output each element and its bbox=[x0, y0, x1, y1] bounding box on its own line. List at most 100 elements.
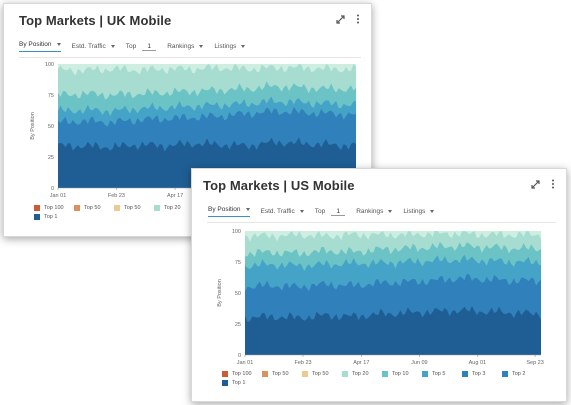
legend-swatch bbox=[302, 371, 308, 377]
top-input-group: Top 1 bbox=[314, 208, 346, 216]
by-position-label: By Position bbox=[19, 41, 52, 48]
legend-swatch bbox=[462, 371, 468, 377]
listings-label: Listings bbox=[403, 208, 426, 215]
y-tick-label: 0 bbox=[238, 353, 241, 359]
card-actions bbox=[335, 14, 363, 24]
legend-item[interactable]: Top 100 bbox=[222, 371, 262, 377]
legend-swatch bbox=[502, 371, 508, 377]
by-position-dropdown[interactable]: By Position bbox=[19, 41, 61, 52]
legend-swatch bbox=[114, 205, 120, 211]
legend-item[interactable]: Top 50 bbox=[114, 205, 154, 211]
listings-dropdown[interactable]: Listings bbox=[403, 208, 435, 215]
by-position-label: By Position bbox=[208, 206, 241, 213]
top-label: Top bbox=[125, 43, 137, 50]
legend-label: Top 5 bbox=[432, 371, 446, 377]
top-input[interactable]: 1 bbox=[331, 208, 346, 216]
top-input[interactable]: 1 bbox=[142, 43, 157, 51]
chevron-down-icon bbox=[388, 210, 393, 213]
legend-label: Top 2 bbox=[512, 371, 526, 377]
by-position-dropdown[interactable]: By Position bbox=[208, 206, 250, 217]
y-tick-label: 75 bbox=[235, 260, 241, 266]
legend-label: Top 10 bbox=[392, 371, 409, 377]
legend-swatch bbox=[34, 214, 40, 220]
legend-item[interactable]: Top 50 bbox=[302, 371, 342, 377]
listings-dropdown[interactable]: Listings bbox=[214, 43, 246, 50]
x-tick-label: Jan 01 bbox=[50, 193, 67, 199]
legend-item[interactable]: Top 50 bbox=[262, 371, 302, 377]
legend-label: Top 20 bbox=[352, 371, 369, 377]
legend-swatch bbox=[154, 205, 160, 211]
us-mobile-card: Top Markets | US Mobile By Position Estd… bbox=[191, 168, 567, 402]
rankings-dropdown[interactable]: Rankings bbox=[356, 208, 393, 215]
legend-item[interactable]: Top 10 bbox=[382, 371, 422, 377]
legend-swatch bbox=[34, 205, 40, 211]
more-vertical-icon[interactable] bbox=[548, 179, 558, 189]
legend-swatch bbox=[222, 371, 228, 377]
chevron-down-icon bbox=[245, 208, 250, 211]
y-tick-label: 100 bbox=[45, 62, 54, 68]
legend-label: Top 100 bbox=[232, 371, 252, 377]
x-tick-label: Apr 17 bbox=[353, 360, 369, 366]
legend-swatch bbox=[342, 371, 348, 377]
x-tick-label: Feb 23 bbox=[108, 193, 125, 199]
divider bbox=[207, 222, 556, 223]
legend-item[interactable]: Top 50 bbox=[74, 205, 114, 211]
legend-label: Top 50 bbox=[124, 205, 141, 211]
y-tick-label: 75 bbox=[48, 93, 54, 99]
y-axis-label: By Position bbox=[30, 112, 36, 140]
us-chart-legend: Top 100 Top 50 Top 50 Top 20 Top 10 Top 5 Top … bbox=[222, 371, 542, 386]
chart-controls: By Position Estd. Traffic Top 1 Rankings … bbox=[19, 41, 256, 52]
chevron-down-icon bbox=[299, 210, 304, 213]
y-tick-label: 50 bbox=[48, 124, 54, 130]
card-title: Top Markets | UK Mobile bbox=[19, 13, 172, 28]
series-area-top-1 bbox=[245, 305, 541, 355]
legend-swatch bbox=[422, 371, 428, 377]
y-tick-label: 50 bbox=[235, 291, 241, 297]
legend-item[interactable]: Top 1 bbox=[34, 214, 74, 220]
chevron-down-icon bbox=[241, 45, 246, 48]
divider bbox=[19, 57, 361, 58]
legend-swatch bbox=[74, 205, 80, 211]
legend-swatch bbox=[222, 380, 228, 386]
legend-swatch bbox=[262, 371, 268, 377]
legend-item[interactable]: Top 100 bbox=[34, 205, 74, 211]
expand-icon[interactable] bbox=[335, 14, 345, 24]
top-input-group: Top 1 bbox=[125, 43, 157, 51]
chart-controls: By Position Estd. Traffic Top 1 Rankings … bbox=[208, 206, 445, 217]
estd-traffic-label: Estd. Traffic bbox=[260, 208, 295, 215]
chevron-down-icon bbox=[430, 210, 435, 213]
uk-mobile-card: Top Markets | UK Mobile By Position Estd… bbox=[3, 3, 372, 237]
uk-chart-legend: Top 100 Top 50 Top 50 Top 20 Top 1 bbox=[34, 205, 194, 220]
legend-label: Top 100 bbox=[44, 205, 64, 211]
legend-label: Top 3 bbox=[472, 371, 486, 377]
legend-label: Top 50 bbox=[272, 371, 289, 377]
chevron-down-icon bbox=[110, 45, 115, 48]
legend-label: Top 1 bbox=[44, 214, 58, 220]
more-vertical-icon[interactable] bbox=[353, 14, 363, 24]
legend-item[interactable]: Top 20 bbox=[154, 205, 194, 211]
estd-traffic-label: Estd. Traffic bbox=[71, 43, 106, 50]
legend-item[interactable]: Top 20 bbox=[342, 371, 382, 377]
y-tick-label: 25 bbox=[48, 155, 54, 161]
estd-traffic-dropdown[interactable]: Estd. Traffic bbox=[72, 43, 115, 50]
rankings-label: Rankings bbox=[356, 208, 384, 215]
rankings-dropdown[interactable]: Rankings bbox=[167, 43, 204, 50]
y-tick-label: 0 bbox=[51, 186, 54, 192]
rankings-label: Rankings bbox=[167, 43, 195, 50]
uk-area-chart: 100 75 50 25 0 Jan 01 Feb 23 Apr 17 By Position bbox=[12, 60, 362, 213]
legend-item[interactable]: Top 3 bbox=[462, 371, 502, 377]
top-label: Top bbox=[314, 208, 326, 215]
x-tick-label: Sep 23 bbox=[526, 360, 543, 366]
legend-item[interactable]: Top 1 bbox=[222, 380, 262, 386]
legend-item[interactable]: Top 2 bbox=[502, 371, 542, 377]
y-tick-label: 25 bbox=[235, 322, 241, 328]
listings-label: Listings bbox=[214, 43, 237, 50]
legend-label: Top 50 bbox=[312, 371, 329, 377]
estd-traffic-dropdown[interactable]: Estd. Traffic bbox=[261, 208, 304, 215]
expand-icon[interactable] bbox=[530, 179, 540, 189]
x-tick-label: Feb 23 bbox=[294, 360, 311, 366]
legend-item[interactable]: Top 5 bbox=[422, 371, 462, 377]
x-tick-label: Jun 09 bbox=[411, 360, 428, 366]
card-actions bbox=[530, 179, 558, 189]
x-tick-label: Apr 17 bbox=[167, 193, 183, 199]
